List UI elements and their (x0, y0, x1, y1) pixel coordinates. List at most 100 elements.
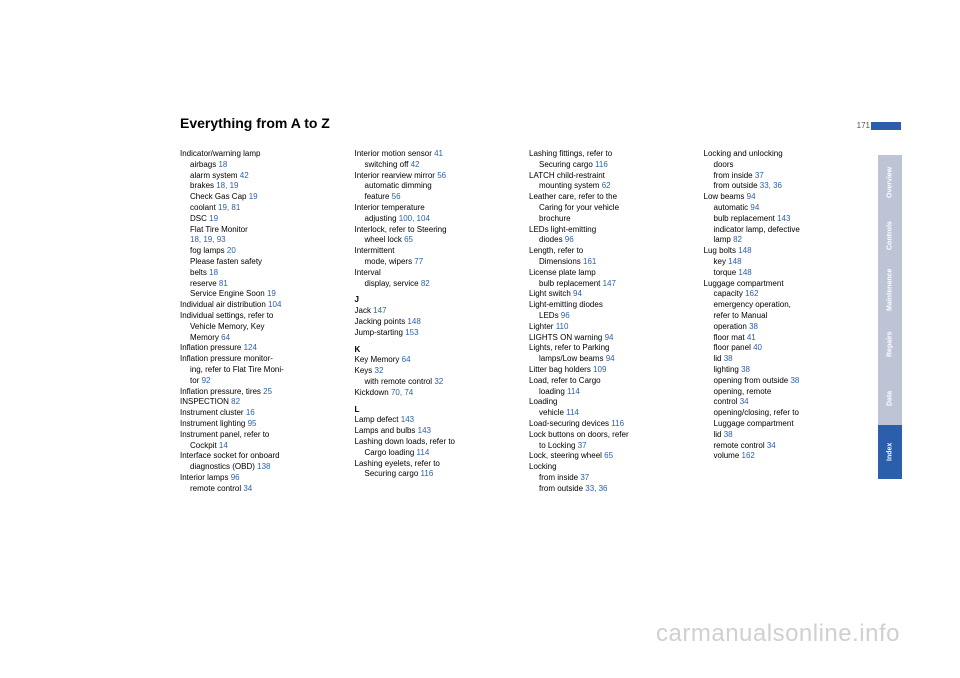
entry-text: opening from outside (714, 376, 791, 385)
page-ref[interactable]: 62 (602, 181, 611, 190)
page-ref[interactable]: 18 (209, 268, 218, 277)
page-ref[interactable]: 114 (567, 387, 580, 396)
page-ref[interactable]: 138 (257, 462, 270, 471)
index-entry: Jacking points 148 (355, 317, 512, 328)
page-ref[interactable]: 96 (565, 235, 574, 244)
sidebar-tab-repairs[interactable]: Repairs (878, 317, 902, 371)
page-ref[interactable]: 41 (747, 333, 756, 342)
index-entry: switching off 42 (355, 160, 512, 171)
page-ref[interactable]: 18, 19, 93 (190, 235, 226, 244)
page-ref[interactable]: 96 (231, 473, 240, 482)
page-ref[interactable]: 81 (219, 279, 228, 288)
page-ref[interactable]: 116 (421, 469, 434, 478)
page-ref[interactable]: 19 (249, 192, 258, 201)
page-ref[interactable]: 114 (417, 448, 430, 457)
entry-text: Load-securing devices (529, 419, 611, 428)
page-ref[interactable]: 70, 74 (391, 388, 413, 397)
page-ref[interactable]: 25 (263, 387, 272, 396)
page-ref[interactable]: 56 (437, 171, 446, 180)
page-ref[interactable]: 33, 36 (585, 484, 607, 493)
page-ref[interactable]: 40 (753, 343, 762, 352)
index-entry: Lashing eyelets, refer to (355, 459, 512, 470)
page-ref[interactable]: 162 (742, 451, 755, 460)
page-ref[interactable]: 148 (738, 268, 751, 277)
page-ref[interactable]: 94 (573, 289, 582, 298)
page-ref[interactable]: 82 (421, 279, 430, 288)
index-entry: Lighter 110 (529, 322, 686, 333)
page-ref[interactable]: 116 (611, 419, 624, 428)
page-ref[interactable]: 110 (556, 322, 569, 331)
page-ref[interactable]: 114 (566, 408, 579, 417)
page-ref[interactable]: 64 (221, 333, 230, 342)
entry-text: Lighter (529, 322, 556, 331)
page-ref[interactable]: 100, 104 (399, 214, 430, 223)
page-ref[interactable]: 42 (411, 160, 420, 169)
page-ref[interactable]: 143 (401, 415, 414, 424)
entry-text: floor panel (714, 343, 754, 352)
page-ref[interactable]: 34 (740, 397, 749, 406)
entry-text: control (714, 397, 740, 406)
page-ref[interactable]: 148 (407, 317, 420, 326)
page-ref[interactable]: 38 (741, 365, 750, 374)
index-entry: lid 38 (704, 430, 861, 441)
page-ref[interactable]: 148 (728, 257, 741, 266)
index-entry: with remote control 32 (355, 377, 512, 388)
sidebar-tab-overview[interactable]: Overview (878, 155, 902, 209)
page-ref[interactable]: 32 (434, 377, 443, 386)
index-entry: operation 38 (704, 322, 861, 333)
page-ref[interactable]: 143 (418, 426, 431, 435)
page-ref[interactable]: 14 (219, 441, 228, 450)
page-ref[interactable]: 96 (561, 311, 570, 320)
page-ref[interactable]: 18, 19 (216, 181, 238, 190)
page-ref[interactable]: 143 (777, 214, 790, 223)
sidebar-tab-data[interactable]: Data (878, 371, 902, 425)
page-ref[interactable]: 153 (405, 328, 418, 337)
page-ref[interactable]: 104 (268, 300, 281, 309)
page-ref[interactable]: 65 (604, 451, 613, 460)
page-ref[interactable]: 41 (434, 149, 443, 158)
page-ref[interactable]: 124 (244, 343, 257, 352)
page-ref[interactable]: 34 (767, 441, 776, 450)
page-ref[interactable]: 19, 81 (218, 203, 240, 212)
page-ref[interactable]: 94 (747, 192, 756, 201)
page-ref[interactable]: 77 (414, 257, 423, 266)
page-ref[interactable]: 65 (404, 235, 413, 244)
index-entry: floor mat 41 (704, 333, 861, 344)
page-ref[interactable]: 162 (745, 289, 758, 298)
page-ref[interactable]: 19 (267, 289, 276, 298)
page-ref[interactable]: 18 (218, 160, 227, 169)
page-ref[interactable]: 37 (755, 171, 764, 180)
page-ref[interactable]: 147 (373, 306, 386, 315)
page-ref[interactable]: 94 (606, 354, 615, 363)
page-ref[interactable]: 64 (402, 355, 411, 364)
page-ref[interactable]: 37 (580, 473, 589, 482)
page-ref[interactable]: 82 (733, 235, 742, 244)
page-ref[interactable]: 148 (738, 246, 751, 255)
page-ref[interactable]: 161 (583, 257, 596, 266)
page-ref[interactable]: 116 (595, 160, 608, 169)
page-ref[interactable]: 37 (578, 441, 587, 450)
page-ref[interactable]: 38 (749, 322, 758, 331)
page-ref[interactable]: 109 (593, 365, 606, 374)
sidebar-tab-controls[interactable]: Controls (878, 209, 902, 263)
page-ref[interactable]: 38 (790, 376, 799, 385)
page-ref[interactable]: 82 (231, 397, 240, 406)
page-ref[interactable]: 94 (605, 333, 614, 342)
index-entry: lighting 38 (704, 365, 861, 376)
sidebar-tab-maintenance[interactable]: Maintenance (878, 263, 902, 317)
page-ref[interactable]: 16 (246, 408, 255, 417)
page-ref[interactable]: 34 (243, 484, 252, 493)
page-ref[interactable]: 32 (375, 366, 384, 375)
page-ref[interactable]: 20 (227, 246, 236, 255)
page-ref[interactable]: 92 (202, 376, 211, 385)
page-ref[interactable]: 95 (248, 419, 257, 428)
page-ref[interactable]: 56 (392, 192, 401, 201)
page-ref[interactable]: 33, 36 (760, 181, 782, 190)
page-ref[interactable]: 147 (603, 279, 616, 288)
page-ref[interactable]: 38 (724, 430, 733, 439)
page-ref[interactable]: 19 (209, 214, 218, 223)
sidebar-tab-index[interactable]: Index (878, 425, 902, 479)
page-ref[interactable]: 38 (724, 354, 733, 363)
page-ref[interactable]: 94 (750, 203, 759, 212)
page-ref[interactable]: 42 (240, 171, 249, 180)
